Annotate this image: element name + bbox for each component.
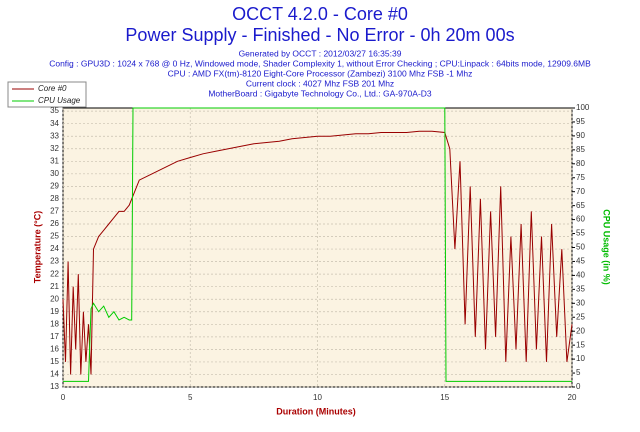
- y-tick-label: 33: [50, 131, 59, 140]
- y-tick-label: 22: [50, 269, 59, 278]
- y-tick-label: 32: [50, 144, 59, 153]
- legend-label: CPU Usage: [38, 96, 81, 105]
- info-line: CPU : AMD FX(tm)-8120 Eight-Core Process…: [168, 68, 473, 78]
- y2-tick-label: 75: [576, 173, 585, 182]
- y-tick-label: 23: [50, 257, 59, 266]
- series-line: [63, 107, 572, 382]
- y2-tick-label: 25: [576, 312, 585, 321]
- x-tick-label: 15: [440, 393, 449, 402]
- y2-tick-label: 50: [576, 243, 585, 252]
- y-tick-label: 21: [50, 282, 59, 291]
- info-line: Current clock : 4027 Mhz FSB 201 Mhz: [246, 78, 394, 88]
- y-tick-label: 15: [50, 357, 59, 366]
- y-tick-label: 13: [50, 382, 59, 391]
- series-line: [62, 130, 573, 375]
- y-tick-label: 24: [50, 244, 59, 253]
- x-axis-label: Duration (Minutes): [276, 406, 356, 416]
- y2-tick-label: 15: [576, 340, 585, 349]
- legend-box: [7, 81, 87, 108]
- chart-subtitle: Power Supply - Finished - No Error - 0h …: [125, 25, 514, 45]
- y2-tick-label: 5: [576, 368, 581, 377]
- y2-tick-label: 90: [576, 131, 585, 140]
- y2-tick-label: 80: [576, 159, 585, 168]
- y2-tick-label: 40: [576, 271, 585, 280]
- y2-tick-label: 65: [576, 201, 585, 210]
- y2-tick-label: 0: [576, 382, 581, 391]
- y-tick-label: 27: [50, 207, 59, 216]
- x-tick-label: 20: [568, 393, 577, 402]
- y-tick-label: 25: [50, 232, 59, 241]
- y-tick-label: 19: [50, 307, 59, 316]
- legend-label: Core #0: [38, 84, 67, 93]
- y2-tick-label: 85: [576, 145, 585, 154]
- y2-tick-label: 30: [576, 298, 585, 307]
- y-tick-label: 29: [50, 181, 59, 190]
- y-tick-label: 18: [50, 319, 59, 328]
- y-tick-label: 34: [50, 119, 59, 128]
- y-tick-label: 26: [50, 219, 59, 228]
- y2-tick-label: 20: [576, 326, 585, 335]
- y-tick-label: 31: [50, 156, 59, 165]
- y2-tick-label: 95: [576, 117, 585, 126]
- y2-tick-label: 55: [576, 229, 585, 238]
- x-tick-label: 5: [188, 393, 193, 402]
- y-tick-label: 35: [50, 106, 59, 115]
- y-tick-label: 20: [50, 294, 59, 303]
- info-line: MotherBoard : Gigabyte Technology Co., L…: [208, 88, 432, 98]
- x-tick-label: 0: [61, 393, 66, 402]
- y2-tick-label: 35: [576, 284, 585, 293]
- y2-tick-label: 60: [576, 215, 585, 224]
- y2-tick-label: 100: [576, 103, 590, 112]
- y-tick-label: 16: [50, 344, 59, 353]
- y-tick-label: 30: [50, 169, 59, 178]
- y2-tick-label: 45: [576, 257, 585, 266]
- chart-title: OCCT 4.2.0 - Core #0: [232, 4, 408, 24]
- x-tick-label: 10: [313, 393, 322, 402]
- y2-tick-label: 70: [576, 187, 585, 196]
- y-tick-label: 28: [50, 194, 59, 203]
- y-tick-label: 17: [50, 332, 59, 341]
- y2-tick-label: 10: [576, 354, 585, 363]
- y-axis-label: Temperature (°C): [32, 211, 42, 283]
- y2-axis-label: CPU Usage (in %): [602, 209, 612, 285]
- info-line: Config : GPU3D : 1024 x 768 @ 0 Hz, Wind…: [49, 58, 591, 68]
- info-line: Generated by OCCT : 2012/03/27 16:35:39: [239, 48, 402, 58]
- y-tick-label: 14: [50, 370, 59, 379]
